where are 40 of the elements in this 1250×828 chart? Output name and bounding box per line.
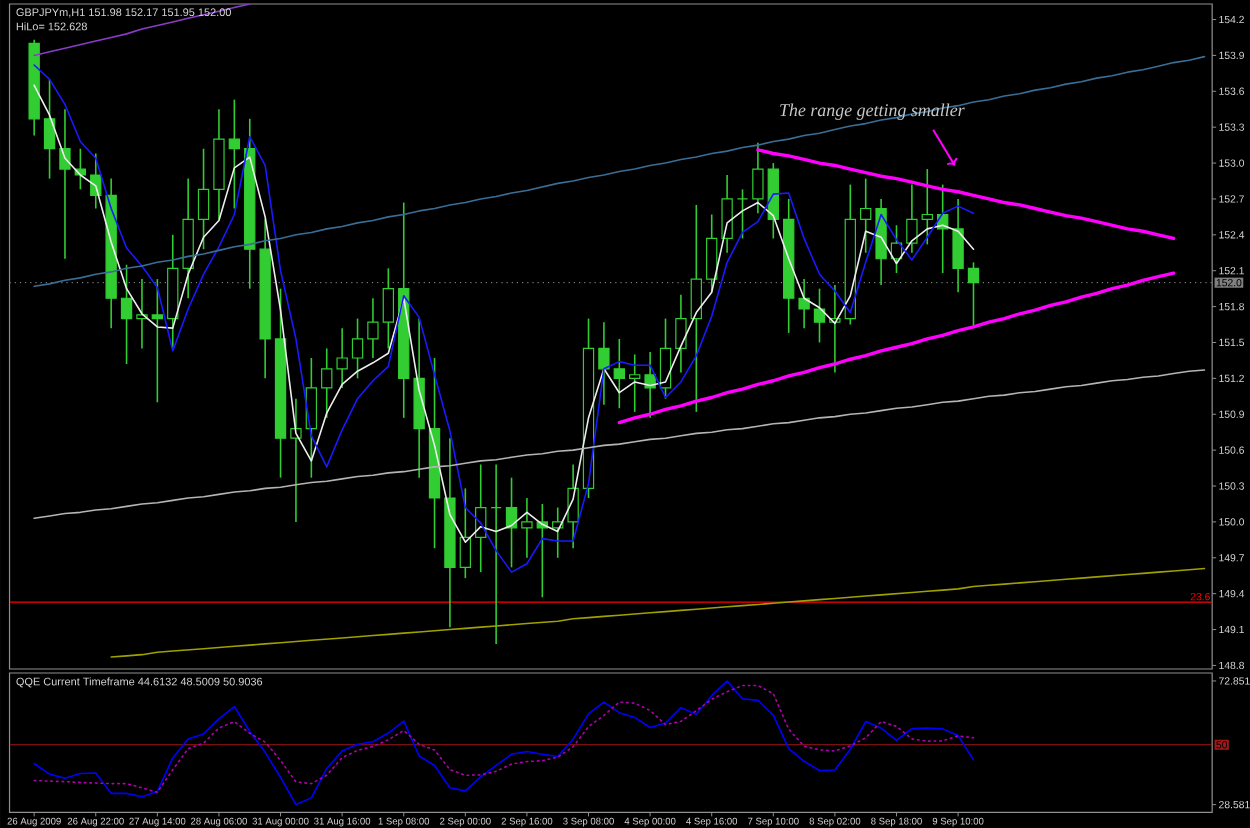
candlestick [967, 261, 980, 329]
candlestick [505, 476, 518, 568]
candlestick [336, 327, 348, 389]
line-series [617, 271, 1176, 425]
candlestick [490, 463, 502, 645]
candlestick [351, 317, 364, 380]
candlestick [706, 213, 718, 293]
candlestick [197, 147, 210, 250]
candlestick [798, 278, 810, 329]
candlestick [552, 506, 564, 559]
candlestick [151, 278, 164, 403]
candlestick [43, 78, 56, 180]
candlestick [74, 147, 87, 191]
candlestick [136, 278, 148, 350]
candlestick [521, 497, 533, 559]
candlestick [813, 287, 826, 344]
candlestick [120, 263, 133, 365]
candlestick [952, 197, 964, 293]
candlestick [598, 321, 610, 406]
candlestick [690, 203, 702, 413]
candlestick [644, 351, 656, 419]
candlestick [906, 183, 918, 254]
candlestick [290, 397, 302, 523]
candlestick [321, 347, 333, 419]
line-series [33, 369, 1206, 519]
candlestick [59, 108, 71, 260]
candlestick [567, 463, 579, 549]
candlestick [228, 98, 241, 210]
candlestick [367, 297, 379, 359]
candlestick [629, 353, 641, 413]
candlestick [736, 188, 749, 240]
candlestick [721, 174, 733, 254]
candlestick [675, 293, 687, 374]
candlestick [659, 317, 672, 400]
candlestick [752, 141, 764, 214]
candlestick [382, 267, 395, 350]
candlestick [459, 487, 472, 579]
candlestick [613, 337, 625, 409]
candlestick [921, 168, 933, 246]
candlestick [860, 177, 872, 254]
